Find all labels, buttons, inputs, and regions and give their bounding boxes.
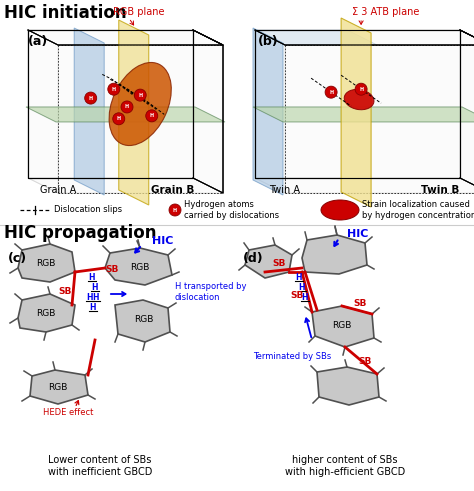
Ellipse shape <box>344 89 374 110</box>
Polygon shape <box>26 107 225 122</box>
Text: RGB: RGB <box>332 322 352 330</box>
Text: H: H <box>359 87 363 92</box>
Polygon shape <box>302 235 367 274</box>
Text: Twin A: Twin A <box>270 185 301 195</box>
Polygon shape <box>74 28 104 195</box>
Circle shape <box>121 101 133 113</box>
Text: RGB: RGB <box>36 260 55 269</box>
Polygon shape <box>255 30 285 193</box>
Text: SB: SB <box>290 292 304 300</box>
Text: (b): (b) <box>258 35 279 48</box>
Circle shape <box>113 113 125 125</box>
Polygon shape <box>460 30 474 193</box>
Ellipse shape <box>321 200 359 220</box>
Text: H: H <box>89 96 93 101</box>
Text: H: H <box>117 116 121 121</box>
Polygon shape <box>255 30 377 45</box>
Text: SB: SB <box>105 266 118 274</box>
Polygon shape <box>253 28 283 195</box>
Text: HIC: HIC <box>347 229 368 239</box>
Polygon shape <box>28 178 223 193</box>
Circle shape <box>134 89 146 101</box>
Text: HIC: HIC <box>152 236 173 246</box>
Ellipse shape <box>109 62 171 145</box>
Polygon shape <box>312 306 374 347</box>
Text: (d): (d) <box>243 252 264 265</box>
Text: Hydrogen atoms
carried by dislocations: Hydrogen atoms carried by dislocations <box>184 200 279 219</box>
Text: RGB: RGB <box>130 263 150 272</box>
Polygon shape <box>28 30 223 45</box>
Text: Twin B: Twin B <box>421 185 459 195</box>
Text: RGB: RGB <box>36 309 55 319</box>
Polygon shape <box>30 370 88 404</box>
Text: RGB plane: RGB plane <box>113 7 164 17</box>
Text: HIC propagation: HIC propagation <box>4 224 156 242</box>
Circle shape <box>146 110 158 122</box>
Polygon shape <box>18 294 75 332</box>
Circle shape <box>169 204 181 216</box>
Text: H transported by
dislocation: H transported by dislocation <box>175 282 246 301</box>
Circle shape <box>355 83 367 95</box>
Text: HIC initiation: HIC initiation <box>4 4 127 22</box>
Text: SB: SB <box>353 300 367 308</box>
Polygon shape <box>285 45 474 193</box>
Text: RGB: RGB <box>48 382 68 391</box>
Polygon shape <box>58 45 223 193</box>
Polygon shape <box>28 30 58 193</box>
Polygon shape <box>255 30 460 178</box>
Polygon shape <box>255 178 474 193</box>
Text: H: H <box>302 294 308 302</box>
Text: Terminated by SBs: Terminated by SBs <box>253 352 331 361</box>
Polygon shape <box>317 367 379 405</box>
Circle shape <box>325 86 337 98</box>
Polygon shape <box>193 30 223 193</box>
Text: RGB: RGB <box>134 316 154 325</box>
Circle shape <box>85 92 97 104</box>
Text: Grain B: Grain B <box>151 185 195 195</box>
Text: H: H <box>138 93 142 98</box>
Text: H: H <box>329 90 333 95</box>
Circle shape <box>108 83 120 95</box>
Polygon shape <box>253 107 474 122</box>
Text: Strain localization caused
by hydrogen concentration: Strain localization caused by hydrogen c… <box>362 200 474 219</box>
Text: H: H <box>90 303 96 312</box>
Polygon shape <box>119 20 149 205</box>
Text: H: H <box>296 273 302 282</box>
Text: H: H <box>89 273 95 282</box>
Text: H: H <box>92 283 98 293</box>
Polygon shape <box>105 248 172 285</box>
Text: Lower content of SBs
with inefficient GBCD: Lower content of SBs with inefficient GB… <box>48 455 152 477</box>
Polygon shape <box>255 30 474 45</box>
Text: H: H <box>112 87 116 92</box>
Text: (c): (c) <box>8 252 27 265</box>
Text: Dislocation slips: Dislocation slips <box>54 206 122 215</box>
Text: HEDE effect: HEDE effect <box>43 408 93 417</box>
Text: H: H <box>93 294 99 302</box>
Text: H: H <box>173 208 177 213</box>
Text: higher content of SBs
with high-efficient GBCD: higher content of SBs with high-efficien… <box>285 455 405 477</box>
Polygon shape <box>18 244 75 282</box>
Text: (a): (a) <box>28 35 48 48</box>
Text: H: H <box>87 294 93 302</box>
Polygon shape <box>341 18 371 207</box>
Polygon shape <box>115 300 170 342</box>
Text: H: H <box>299 283 305 293</box>
Polygon shape <box>245 245 292 278</box>
Text: SB: SB <box>358 357 372 366</box>
Text: H: H <box>150 113 154 118</box>
Polygon shape <box>28 30 193 178</box>
Text: H: H <box>125 105 129 109</box>
Text: SB: SB <box>58 288 72 297</box>
Text: Grain A: Grain A <box>40 185 76 195</box>
Text: Σ 3 ATB plane: Σ 3 ATB plane <box>352 7 420 17</box>
Text: SB: SB <box>272 260 286 269</box>
